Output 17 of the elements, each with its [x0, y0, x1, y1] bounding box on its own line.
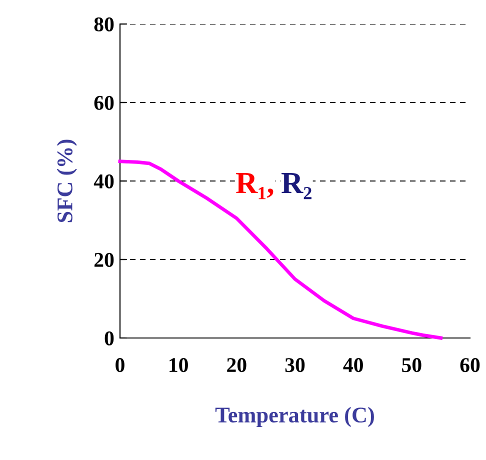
y-tick-label: 0 [104, 331, 114, 346]
x-tick-label: 10 [170, 358, 188, 372]
y-axis-title: SFC (%) [56, 140, 77, 222]
annotation: R₁, [236, 173, 274, 200]
line-series [118, 160, 443, 340]
x-tick-label: 60 [460, 358, 480, 372]
x-axis-title: Temperature (C) [215, 406, 374, 428]
x-tick-label: 40 [343, 358, 363, 372]
x-tick-label: 30 [285, 358, 305, 372]
x-tick-label: 50 [402, 358, 422, 372]
annotation: R₂ [282, 173, 312, 200]
y-tick-label: 60 [94, 96, 114, 110]
x-tick-label: 0 [116, 358, 124, 372]
y-tick-label: 80 [94, 17, 114, 32]
y-tick-label: 40 [94, 174, 114, 188]
x-tick-label: 20 [227, 358, 246, 372]
y-tick-label: 20 [94, 252, 114, 267]
